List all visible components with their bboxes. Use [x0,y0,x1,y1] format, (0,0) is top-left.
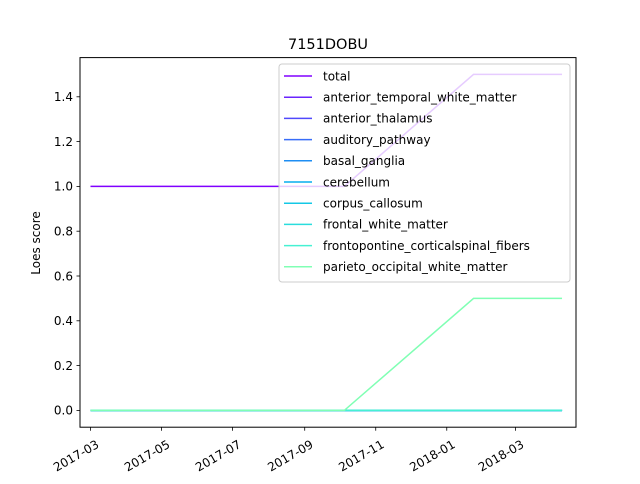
x-tick-label-4: 2017-11 [336,437,386,474]
x-axis: 2017-03 2017-05 2017-07 2017-09 2017-11 2018-… [51,427,526,474]
legend-label-2: anterior_thalamus [323,112,433,126]
x-tick-label-0: 2017-03 [51,437,101,474]
legend-label-6: corpus_callosum [323,197,423,211]
series-line-9 [90,297,563,412]
legend-label-5: cerebellum [323,175,390,189]
legend-label-3: auditory_pathway [323,133,431,147]
y-tick-label-1: 0.2 [54,359,73,373]
series-layer [90,73,563,412]
y-tick-label-5: 1.0 [54,180,73,194]
y-tick-label-3: 0.6 [54,269,73,283]
legend-label-8: frontopontine_corticalspinal_fibers [323,239,530,253]
legend-label-7: frontal_white_matter [323,218,448,232]
legend-label-4: basal_ganglia [323,154,405,168]
legend-label-1: anterior_temporal_white_matter [323,91,517,105]
legend-label-0: total [323,69,350,83]
x-tick-label-6: 2018-03 [476,437,526,474]
legend-label-9: parieto_occipital_white_matter [323,260,508,274]
x-tick-label-5: 2018-01 [407,437,457,474]
legend: total anterior_temporal_white_matteranter… [278,63,571,283]
y-tick-label-7: 1.4 [54,90,73,104]
y-axis-label: Loes score [29,211,43,275]
y-tick-label-2: 0.4 [54,314,73,328]
y-tick-label-0: 0.0 [54,404,73,418]
y-tick-label-4: 0.8 [54,225,73,239]
y-tick-label-6: 1.2 [54,135,73,149]
x-tick-label-3: 2017-09 [265,437,315,474]
y-axis: 0.0 0.2 0.4 0.6 0.8 1.0 1.2 1.4 [54,90,80,418]
legend-box [278,63,571,283]
x-tick-label-2: 2017-07 [193,437,243,474]
x-tick-label-1: 2017-05 [122,437,172,474]
plot-frame [79,57,577,428]
chart-title: 7151DOBU [288,37,368,53]
